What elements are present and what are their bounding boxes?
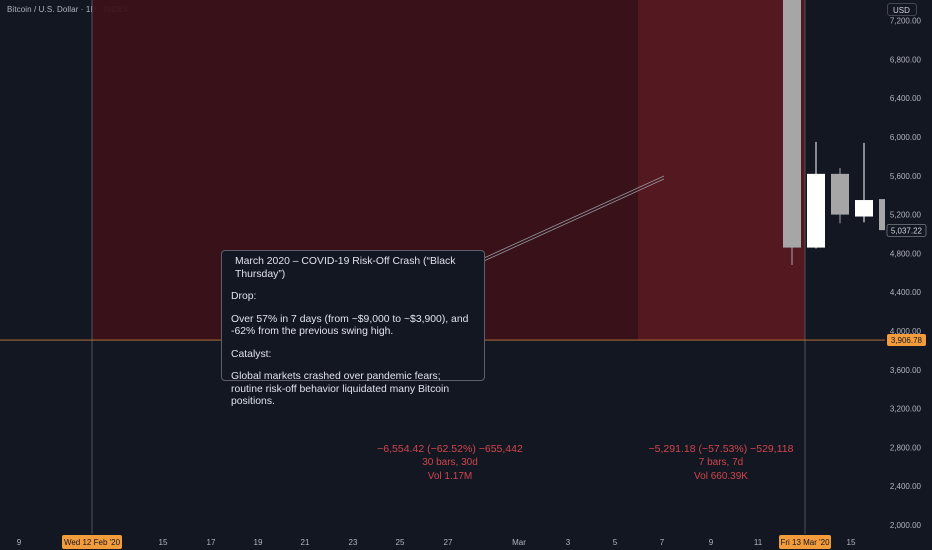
measure-bars-2: 7 bars, 7d	[698, 457, 744, 468]
drop-text: Over 57% in 7 days (from ~$9,000 to ~$3,…	[231, 313, 469, 338]
y-tick-label: 2,400.00	[890, 482, 922, 491]
currency-button[interactable]: USD	[887, 3, 917, 16]
annotation-title: March 2020 – COVID-19 Risk-Off Crash (“B…	[235, 256, 456, 280]
date-label-text: Wed 12 Feb '20	[64, 538, 121, 547]
x-tick-label: 15	[847, 538, 856, 547]
candle	[783, 0, 801, 266]
x-tick-label: 19	[254, 538, 263, 547]
y-tick-label: 7,200.00	[890, 17, 922, 26]
y-tick-label: 3,200.00	[890, 405, 922, 414]
x-tick-label: 21	[301, 538, 310, 547]
y-tick-label: 6,000.00	[890, 133, 922, 142]
candle-body	[855, 200, 873, 217]
price-label-bg	[887, 334, 926, 347]
catalyst-text: Global markets crashed over pandemic fea…	[231, 371, 450, 407]
y-tick-label: 2,000.00	[890, 521, 922, 530]
candle	[807, 141, 825, 249]
y-tick-label: 6,800.00	[890, 55, 922, 64]
catalyst-heading: Catalyst:	[231, 348, 272, 360]
measure-stats-1: −6,554.42 (−62.52%) −655,442 30 bars, 30…	[355, 442, 545, 484]
axis-background	[885, 0, 932, 550]
measure-vol-2: Vol 660.39K	[694, 471, 748, 482]
y-tick-label: 3,600.00	[890, 366, 922, 375]
candle-body	[807, 173, 825, 248]
measure-vol-1: Vol 1.17M	[427, 471, 473, 482]
callout-connector-2	[483, 178, 665, 262]
measure-zone-2	[638, 0, 805, 341]
candle	[831, 168, 849, 224]
drop-heading: Drop:	[231, 291, 257, 302]
annotation-callout[interactable]: March 2020 – COVID-19 Risk-Off Crash (“B…	[221, 250, 485, 407]
callout-connector	[483, 175, 665, 259]
date-label-bg	[779, 535, 831, 549]
y-tick-label: 5,200.00	[890, 211, 922, 220]
x-tick-label: 11	[754, 538, 763, 547]
x-tick-label: 23	[349, 538, 358, 547]
price-label-bg	[886, 223, 927, 237]
x-tick-label: 17	[207, 538, 216, 547]
price-label-text: 5,037.22	[891, 226, 923, 235]
candle-body	[783, 0, 801, 248]
time-axis-background	[0, 534, 932, 550]
x-tick-label: 5	[613, 538, 618, 547]
x-tick-label: 9	[17, 538, 22, 547]
x-tick-label: 9	[709, 538, 714, 547]
y-tick-label: 4,800.00	[890, 249, 922, 258]
x-tick-label: 7	[660, 538, 665, 547]
date-label-bg	[62, 535, 122, 549]
y-tick-label: 6,400.00	[890, 94, 922, 103]
measure-stats-2: −5,291.18 (−57.53%) −529,118 7 bars, 7d …	[625, 442, 817, 484]
x-tick-label: 3	[566, 538, 571, 547]
x-tick-label: 27	[444, 538, 453, 547]
y-tick-label: 2,800.00	[890, 443, 922, 452]
y-tick-label: 5,600.00	[890, 172, 922, 181]
candle-body	[831, 173, 849, 215]
time-axis: 9 15 17 19 21 23 25 27 Mar 3 5 7 9 11 15 Wed 12 Feb '20…	[0, 534, 932, 550]
date-label-text: Fri 13 Mar '20	[780, 538, 830, 547]
price-label: 5,037.22	[886, 223, 927, 237]
date-label: Wed 12 Feb '20	[62, 535, 122, 549]
x-tick-label: 25	[396, 538, 405, 547]
x-tick-label: Mar	[512, 538, 526, 547]
y-tick-label: 4,000.00	[890, 327, 922, 336]
measure-change-2: −5,291.18 (−57.53%) −529,118	[648, 443, 794, 455]
date-label: Fri 13 Mar '20	[779, 535, 831, 549]
symbol-title[interactable]: Bitcoin / U.S. Dollar · 1D · INDEX	[7, 5, 129, 14]
price-label-text: 3,906.78	[891, 336, 923, 345]
y-tick-label: 4,400.00	[890, 288, 922, 297]
price-axis: 2,000.00 2,400.00 2,800.00 3,200.00 3,600.00…	[885, 0, 932, 550]
candle	[855, 142, 873, 223]
x-tick-label: 15	[159, 538, 168, 547]
measure-bars-1: 30 bars, 30d	[422, 457, 478, 468]
measure-change-1: −6,554.42 (−62.52%) −655,442	[377, 443, 523, 455]
price-label: 3,906.78	[887, 334, 926, 347]
